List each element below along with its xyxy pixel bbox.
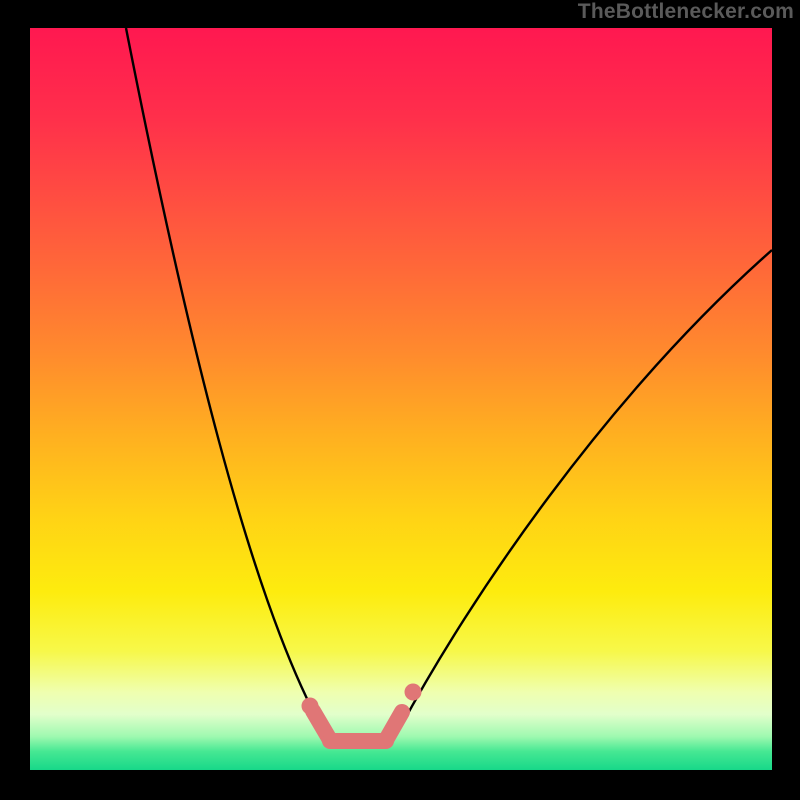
plot-area [30,28,772,770]
chart-canvas: TheBottlenecker.com [0,0,800,800]
plot-svg [30,28,772,770]
gradient-background [30,28,772,770]
watermark-label: TheBottlenecker.com [578,0,794,24]
